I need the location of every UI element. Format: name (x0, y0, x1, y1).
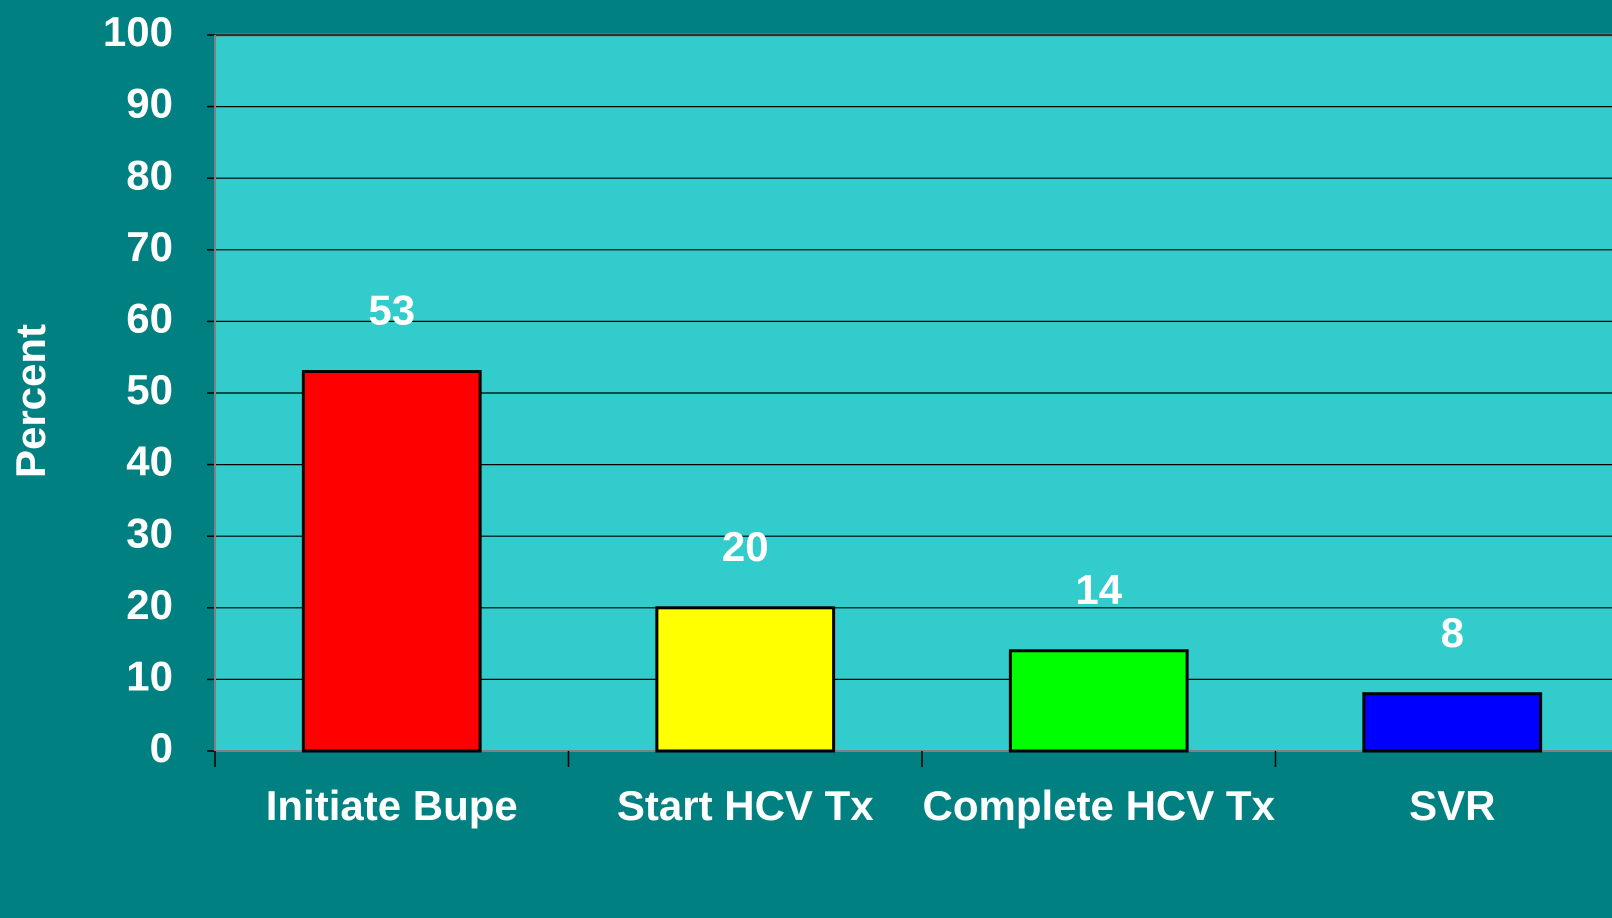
y-tick-label: 80 (126, 151, 173, 198)
data-label: 8 (1441, 609, 1464, 656)
data-label: 20 (722, 523, 769, 570)
data-label: 14 (1075, 566, 1122, 613)
y-tick-label: 0 (150, 724, 173, 771)
y-axis-label: Percent (7, 324, 54, 478)
y-tick-label: 10 (126, 652, 173, 699)
y-tick-label: 100 (103, 8, 173, 55)
bar (301, 370, 482, 753)
y-tick-label: 50 (126, 366, 173, 413)
x-tick-label: Start HCV Tx (616, 782, 874, 829)
x-tick-label: SVR (1409, 782, 1496, 829)
bar (1008, 649, 1189, 753)
x-tick-label: Initiate Bupe (265, 782, 518, 829)
y-tick-label: 90 (126, 80, 173, 127)
y-tick-label: 30 (126, 509, 173, 556)
data-label: 53 (368, 287, 415, 334)
y-tick-label: 40 (126, 438, 173, 485)
y-tick-label: 70 (126, 223, 173, 270)
y-tick-label: 60 (126, 294, 173, 341)
y-tick-label: 20 (126, 581, 173, 628)
bar (655, 606, 836, 753)
x-tick-label: Complete HCV Tx (922, 782, 1275, 829)
bar (1362, 692, 1543, 753)
